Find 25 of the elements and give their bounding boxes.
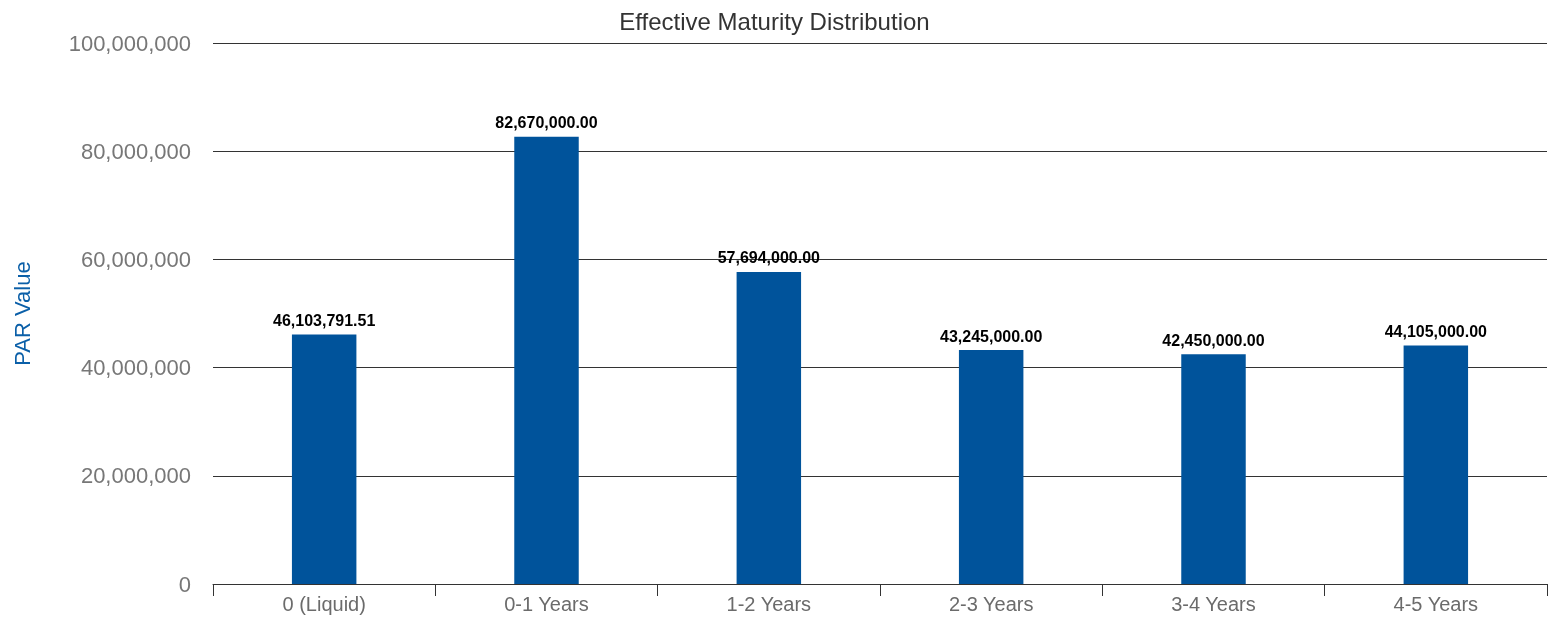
bar — [736, 271, 802, 584]
x-tick-label: 2-3 Years — [948, 593, 1034, 615]
bar — [1403, 345, 1469, 584]
data-label: 42,450,000.00 — [1162, 331, 1265, 349]
data-label: 82,670,000.00 — [495, 114, 598, 132]
y-tick-label: 0 — [178, 571, 191, 597]
y-tick-label: 20,000,000 — [80, 463, 191, 489]
y-tick-label: 60,000,000 — [80, 246, 191, 272]
data-label: 43,245,000.00 — [940, 327, 1043, 345]
x-tick-label: 0 (Liquid) — [282, 593, 366, 615]
y-axis-title: PAR Value — [9, 261, 35, 366]
chart-title: Effective Maturity Distribution — [619, 7, 930, 35]
bar — [1181, 354, 1246, 584]
x-tick-label: 1-2 Years — [726, 593, 812, 615]
bar — [958, 350, 1024, 584]
y-tick-label: 80,000,000 — [80, 138, 191, 164]
x-tick-label: 0-1 Years — [504, 593, 589, 615]
data-label: 46,103,791.51 — [273, 312, 376, 330]
x-tick-label: 3-4 Years — [1171, 593, 1256, 615]
bar — [514, 136, 579, 584]
y-tick-label: 100,000,000 — [68, 30, 191, 56]
bar — [291, 334, 357, 584]
x-tick-label: 4-5 Years — [1393, 593, 1479, 615]
data-label: 44,105,000.00 — [1384, 322, 1488, 340]
y-tick-label: 40,000,000 — [80, 355, 191, 381]
